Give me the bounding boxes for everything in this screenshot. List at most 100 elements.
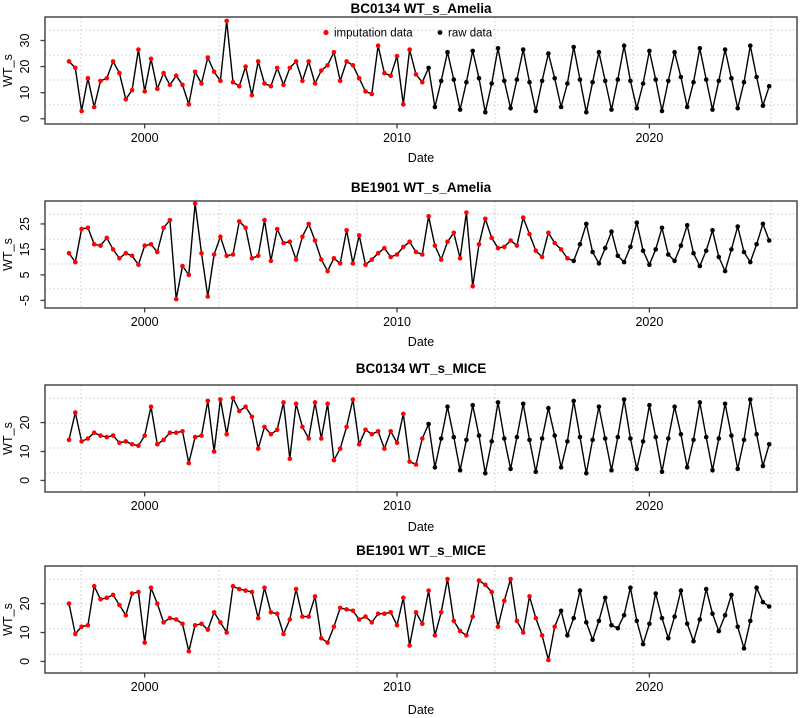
data-point-raw	[483, 470, 488, 476]
data-point-imputed	[85, 623, 91, 628]
data-point-imputed	[98, 433, 103, 438]
data-point-imputed	[142, 89, 147, 94]
data-point-imputed	[319, 68, 324, 73]
data-point-raw	[710, 611, 715, 616]
data-point-imputed	[199, 621, 204, 627]
data-point-imputed	[85, 436, 91, 441]
data-point-raw	[546, 51, 551, 56]
data-point-imputed	[243, 404, 248, 410]
data-point-imputed	[287, 239, 293, 245]
data-point-imputed	[148, 585, 154, 590]
data-point-raw	[615, 625, 621, 631]
data-point-imputed	[180, 429, 185, 434]
panel-2-ylabel: WT_s	[1, 238, 15, 271]
data-point-raw	[438, 436, 444, 441]
data-point-imputed	[218, 234, 223, 239]
data-point-imputed	[432, 633, 438, 638]
data-point-raw	[647, 402, 652, 408]
data-point-imputed	[110, 592, 116, 598]
data-point-raw	[590, 79, 595, 85]
data-point-imputed	[476, 578, 482, 583]
data-point-imputed	[483, 582, 488, 588]
x-tick-label: 2000	[131, 499, 159, 513]
data-point-imputed	[483, 216, 488, 222]
data-point-raw	[628, 585, 633, 590]
data-point-imputed	[413, 610, 419, 615]
data-point-raw	[451, 77, 457, 82]
data-point-imputed	[325, 401, 330, 407]
x-tick-label: 2010	[383, 680, 411, 694]
data-point-raw	[539, 78, 545, 84]
data-point-imputed	[148, 404, 154, 410]
panel-4-ylabel: WT_s	[1, 603, 15, 636]
data-point-raw	[495, 400, 501, 405]
data-point-imputed	[432, 243, 438, 248]
data-point-raw	[457, 468, 463, 473]
data-point-imputed	[237, 83, 242, 89]
data-point-raw	[653, 434, 658, 440]
data-point-raw	[754, 242, 759, 247]
data-point-imputed	[199, 250, 204, 256]
data-point-imputed	[249, 93, 255, 98]
y-tick-label: 0	[18, 658, 32, 665]
data-point-raw	[571, 258, 576, 264]
x-tick-label: 2010	[383, 315, 411, 329]
data-point-raw	[672, 614, 677, 619]
data-point-raw	[760, 463, 766, 469]
data-point-imputed	[155, 249, 160, 255]
data-point-imputed	[262, 217, 267, 223]
data-point-imputed	[281, 240, 286, 246]
data-point-raw	[647, 48, 652, 54]
x-tick-label: 2020	[635, 680, 663, 694]
data-point-imputed	[527, 594, 532, 599]
data-point-imputed	[552, 240, 557, 246]
data-point-raw	[621, 397, 627, 402]
data-point-raw	[621, 612, 627, 618]
data-point-raw	[640, 81, 646, 86]
data-point-imputed	[300, 78, 305, 84]
data-point-raw	[722, 612, 728, 618]
data-point-imputed	[312, 81, 318, 86]
data-point-imputed	[375, 43, 381, 48]
data-point-imputed	[218, 620, 223, 625]
data-point-raw	[634, 466, 640, 472]
data-point-raw	[571, 615, 576, 621]
series-line	[68, 578, 770, 661]
data-point-imputed	[136, 262, 141, 268]
data-point-imputed	[104, 76, 110, 81]
data-point-imputed	[211, 252, 217, 257]
legend-raw-marker-icon	[437, 30, 443, 35]
data-point-imputed	[533, 248, 539, 253]
data-point-imputed	[129, 87, 135, 93]
data-point-raw	[691, 79, 696, 85]
data-point-raw	[666, 252, 671, 257]
data-point-imputed	[211, 449, 217, 454]
data-point-imputed	[546, 230, 551, 236]
data-point-imputed	[281, 82, 286, 88]
data-point-raw	[766, 83, 772, 89]
data-point-raw	[634, 220, 640, 225]
data-point-imputed	[274, 65, 280, 71]
data-point-raw	[684, 621, 690, 627]
data-point-raw	[615, 253, 621, 259]
data-point-imputed	[186, 460, 192, 466]
plot-area	[45, 566, 797, 673]
data-point-imputed	[337, 446, 343, 451]
series-line	[68, 20, 770, 114]
data-point-imputed	[489, 235, 495, 241]
data-point-raw	[445, 49, 450, 55]
data-point-raw	[703, 77, 709, 82]
plot-area	[45, 17, 797, 124]
data-point-imputed	[388, 73, 394, 78]
data-point-raw	[558, 465, 564, 470]
data-point-raw	[691, 638, 696, 644]
data-point-imputed	[79, 226, 84, 232]
panel-3-xlabel: Date	[408, 520, 434, 534]
data-point-imputed	[262, 424, 267, 430]
data-point-imputed	[438, 610, 444, 615]
data-point-imputed	[255, 253, 261, 259]
data-point-imputed	[199, 81, 204, 86]
data-point-raw	[697, 263, 703, 269]
data-point-imputed	[155, 442, 160, 447]
